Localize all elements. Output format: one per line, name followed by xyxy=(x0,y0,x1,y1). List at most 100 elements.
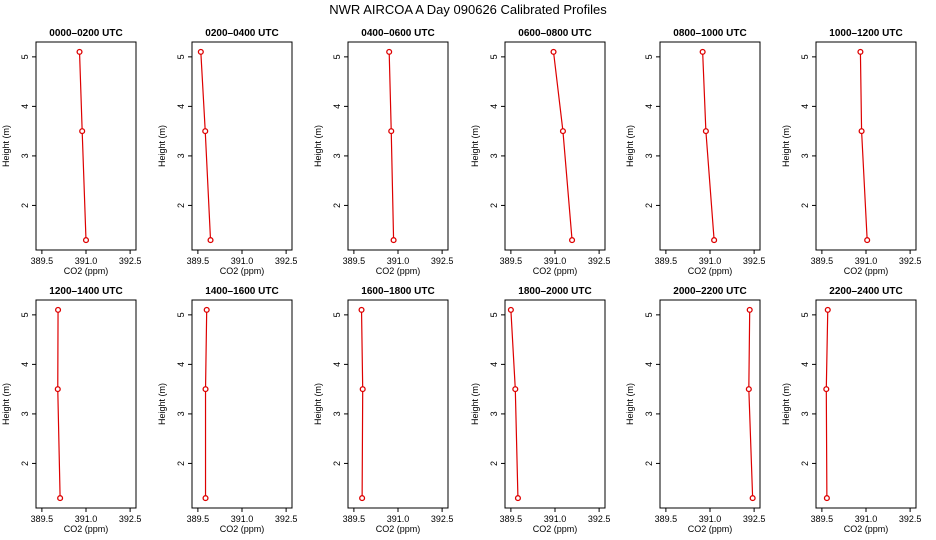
data-point xyxy=(512,386,519,393)
profile-panel: 2200–2400 UTC 389.5 391.0 392.5 CO2 (ppm) 2 3 4… xyxy=(781,286,921,534)
y-tick-label: 3 xyxy=(800,153,810,158)
y-axis-label: Height (m) xyxy=(313,125,323,167)
y-tick-label: 5 xyxy=(489,54,499,59)
profile-line xyxy=(388,51,395,241)
x-tick-label: 389.5 xyxy=(187,256,210,266)
data-point xyxy=(745,386,752,393)
x-axis-label: CO2 (ppm) xyxy=(220,266,265,276)
data-point xyxy=(559,128,566,135)
y-tick-label: 4 xyxy=(332,362,342,367)
data-point xyxy=(55,306,62,313)
data-point xyxy=(359,495,366,502)
y-tick-label: 5 xyxy=(176,312,186,317)
x-tick-label: 392.5 xyxy=(588,514,611,524)
data-point xyxy=(823,495,830,502)
profile-line xyxy=(57,309,61,499)
x-tick-label: 391.0 xyxy=(855,514,878,524)
profile-line xyxy=(825,309,829,499)
x-tick-label: 392.5 xyxy=(119,256,142,266)
figure-title: NWR AIRCOA A Day 090626 Calibrated Profi… xyxy=(329,2,607,17)
y-tick-label: 4 xyxy=(800,362,810,367)
x-tick-label: 389.5 xyxy=(655,256,678,266)
data-point xyxy=(514,495,521,502)
y-tick-label: 3 xyxy=(489,411,499,416)
profile-line xyxy=(510,309,519,499)
x-axis-label: CO2 (ppm) xyxy=(844,524,889,534)
data-point xyxy=(823,386,830,393)
x-tick-label: 392.5 xyxy=(899,514,922,524)
y-tick-label: 5 xyxy=(332,312,342,317)
profile-panel: 1800–2000 UTC 389.5 391.0 392.5 CO2 (ppm) 2 3 4… xyxy=(470,286,610,534)
data-point xyxy=(57,495,64,502)
y-tick-label: 4 xyxy=(489,104,499,109)
panel-title: 1200–1400 UTC xyxy=(49,286,122,297)
x-tick-label: 389.5 xyxy=(187,514,210,524)
x-tick-label: 391.0 xyxy=(544,256,567,266)
x-tick-label: 389.5 xyxy=(343,256,366,266)
x-tick-label: 392.5 xyxy=(431,256,454,266)
y-tick-label: 5 xyxy=(644,54,654,59)
y-tick-label: 2 xyxy=(176,461,186,466)
profile-line xyxy=(552,51,573,241)
profile-panel: 0000–0200 UTC 389.5 391.0 392.5 CO2 (ppm) 2 3 4… xyxy=(1,28,141,276)
data-point xyxy=(386,48,393,55)
profile-panel: 1000–1200 UTC 389.5 391.0 392.5 CO2 (ppm) 2 3 4… xyxy=(781,28,921,276)
y-tick-label: 4 xyxy=(20,104,30,109)
profile-line xyxy=(702,51,715,241)
data-point xyxy=(359,386,366,393)
profile-line xyxy=(200,51,212,241)
plot-frame xyxy=(347,41,449,251)
y-tick-label: 4 xyxy=(20,362,30,367)
y-axis-label: Height (m) xyxy=(157,125,167,167)
y-axis-label: Height (m) xyxy=(781,125,791,167)
y-axis-label: Height (m) xyxy=(625,383,635,425)
x-tick-label: 389.5 xyxy=(343,514,366,524)
profile-panel: 0400–0600 UTC 389.5 391.0 392.5 CO2 (ppm) 2 3 4… xyxy=(313,28,453,276)
y-tick-label: 2 xyxy=(332,203,342,208)
profile-line xyxy=(360,309,364,499)
y-tick-label: 2 xyxy=(644,461,654,466)
plot-frame xyxy=(815,299,917,509)
plot-frame xyxy=(659,41,761,251)
plot-frame xyxy=(504,299,606,509)
x-axis-label: CO2 (ppm) xyxy=(688,266,733,276)
panel-title: 1400–1600 UTC xyxy=(205,286,278,297)
panel-title: 1000–1200 UTC xyxy=(829,28,902,39)
y-tick-label: 4 xyxy=(332,104,342,109)
y-tick-label: 3 xyxy=(176,411,186,416)
data-point xyxy=(197,48,204,55)
y-tick-label: 2 xyxy=(176,203,186,208)
data-point xyxy=(203,306,210,313)
y-tick-label: 3 xyxy=(489,153,499,158)
x-axis-label: CO2 (ppm) xyxy=(64,524,109,534)
y-tick-label: 5 xyxy=(800,54,810,59)
y-axis-label: Height (m) xyxy=(470,125,480,167)
panel-title: 1600–1800 UTC xyxy=(361,286,434,297)
y-tick-label: 5 xyxy=(20,312,30,317)
data-point xyxy=(202,495,209,502)
data-point xyxy=(358,306,365,313)
x-tick-label: 392.5 xyxy=(119,514,142,524)
profile-panel: 0600–0800 UTC 389.5 391.0 392.5 CO2 (ppm) 2 3 4… xyxy=(470,28,610,276)
y-axis-label: Height (m) xyxy=(470,383,480,425)
data-point xyxy=(702,128,709,135)
data-point xyxy=(746,306,753,313)
data-point xyxy=(76,48,83,55)
x-tick-label: 391.0 xyxy=(387,514,410,524)
data-point xyxy=(699,48,706,55)
x-axis-label: CO2 (ppm) xyxy=(844,266,889,276)
x-tick-label: 391.0 xyxy=(699,514,722,524)
data-point xyxy=(858,128,865,135)
plot-frame xyxy=(504,41,606,251)
y-tick-label: 2 xyxy=(489,461,499,466)
x-tick-label: 391.0 xyxy=(387,256,410,266)
plot-frame xyxy=(191,299,293,509)
y-tick-label: 2 xyxy=(20,461,30,466)
x-tick-label: 392.5 xyxy=(431,514,454,524)
y-tick-label: 4 xyxy=(176,362,186,367)
profile-line xyxy=(78,51,87,241)
x-tick-label: 392.5 xyxy=(588,256,611,266)
data-point xyxy=(569,237,576,244)
data-point xyxy=(82,237,90,244)
